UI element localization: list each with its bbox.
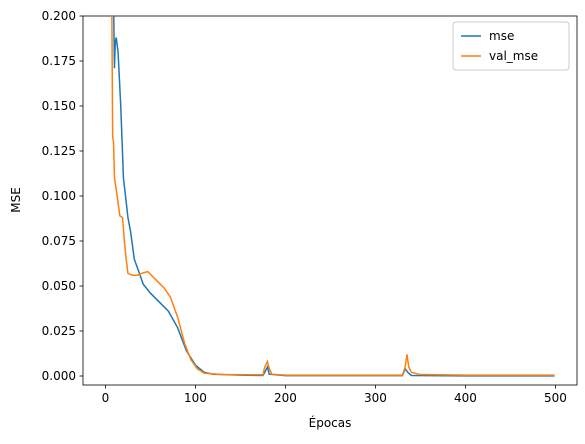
legend-box: [452, 21, 570, 71]
legend-label: mse: [489, 29, 514, 43]
y-tick-label: 0.200: [42, 9, 76, 23]
y-tick-label: 0.050: [42, 279, 76, 293]
x-tick-label: 0: [102, 391, 110, 405]
plot-frame: [82, 15, 578, 386]
y-tick-label: 0.075: [42, 234, 76, 248]
y-tick-label: 0.125: [42, 144, 76, 158]
y-tick-label: 0.100: [42, 189, 76, 203]
x-axis-label: Épocas: [309, 415, 352, 430]
x-tick-label: 500: [544, 391, 567, 405]
y-tick-label: 0.150: [42, 99, 76, 113]
x-tick-label: 100: [184, 391, 207, 405]
x-tick-label: 400: [454, 391, 477, 405]
x-tick-label: 200: [274, 391, 297, 405]
y-tick-label: 0.175: [42, 54, 76, 68]
series-line: [111, 16, 555, 376]
y-axis-label: MSE: [9, 187, 23, 213]
legend-label: val_mse: [489, 49, 538, 63]
x-tick-label: 300: [364, 391, 387, 405]
plot-area: [111, 16, 555, 377]
y-tick-label: 0.000: [42, 369, 76, 383]
y-tick-label: 0.025: [42, 324, 76, 338]
